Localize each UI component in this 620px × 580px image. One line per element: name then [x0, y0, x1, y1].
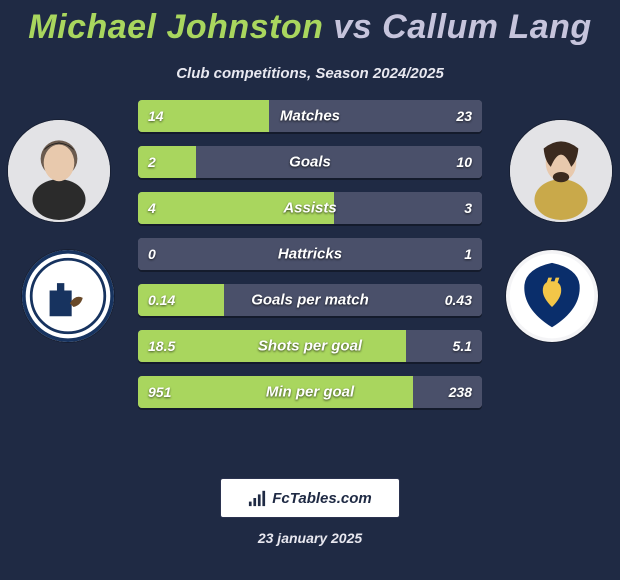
stat-bar: 210Goals	[138, 146, 482, 178]
stat-bar: 951238Min per goal	[138, 376, 482, 408]
subtitle: Club competitions, Season 2024/2025	[0, 65, 620, 82]
stat-label: Goals per match	[138, 292, 482, 309]
stat-bar: 18.55.1Shots per goal	[138, 330, 482, 362]
stat-label: Min per goal	[138, 384, 482, 401]
stat-bars: 1423Matches 210Goals 43Assists 01Hattricks 0…	[138, 100, 482, 408]
footer-date: 23 january 2025	[0, 530, 620, 546]
vs-label: vs	[333, 8, 372, 46]
player2-name: Callum Lang	[382, 8, 592, 46]
portsmouth-crest	[506, 250, 598, 342]
fctables-logo-icon	[248, 489, 266, 507]
stat-label: Assists	[138, 200, 482, 217]
stat-bar: 1423Matches	[138, 100, 482, 132]
player1-avatar	[8, 120, 110, 222]
stat-label: Hattricks	[138, 246, 482, 263]
stat-bar: 43Assists	[138, 192, 482, 224]
player2-avatar	[510, 120, 612, 222]
west-brom-crest	[22, 250, 114, 342]
stat-bar: 01Hattricks	[138, 238, 482, 270]
site-name: FcTables.com	[272, 490, 371, 507]
site-badge: FcTables.com	[220, 478, 400, 518]
stat-bar: 0.140.43Goals per match	[138, 284, 482, 316]
stat-label: Shots per goal	[138, 338, 482, 355]
stat-label: Matches	[138, 108, 482, 125]
player1-name: Michael Johnston	[28, 8, 323, 46]
stat-label: Goals	[138, 154, 482, 171]
comparison-title: Michael Johnston vs Callum Lang	[0, 0, 620, 47]
comparison-arena: 1423Matches 210Goals 43Assists 01Hattricks 0…	[0, 100, 620, 460]
